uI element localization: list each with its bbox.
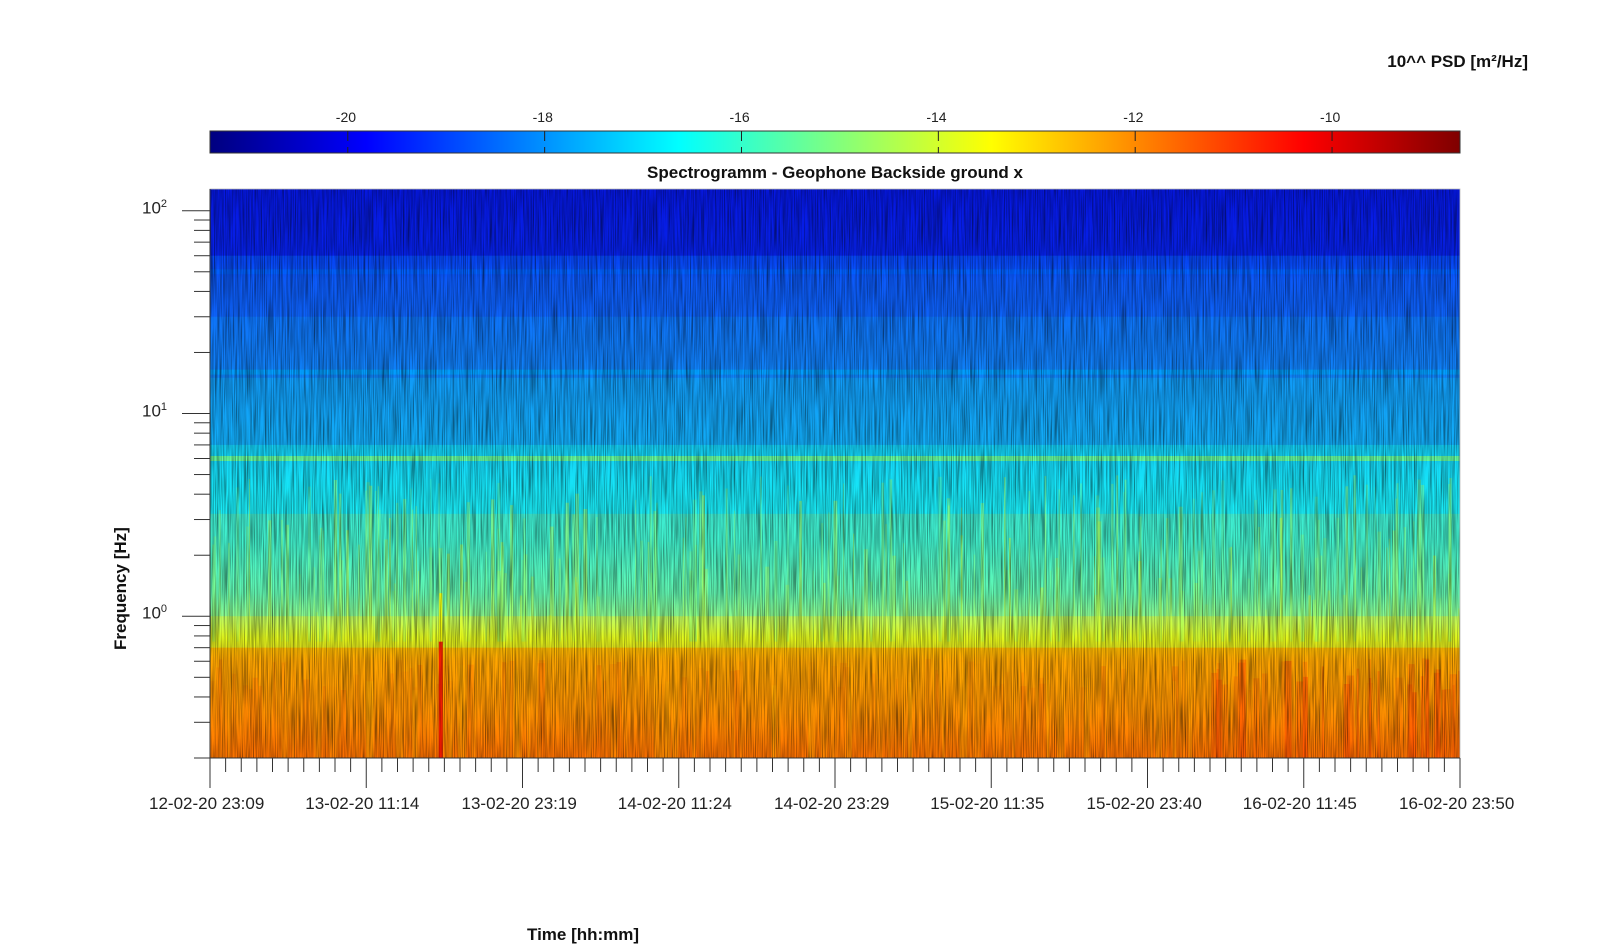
x-axis-label: Time [hh:mm] xyxy=(527,925,640,944)
plot-area xyxy=(182,188,1461,788)
x-tick-label: 12-02-20 23:09 xyxy=(149,794,265,813)
spectrogram-noise xyxy=(210,189,1460,758)
colorbar-label: 10^^ PSD [m²/Hz] xyxy=(1387,52,1528,71)
y-tick-label: 101 xyxy=(142,400,168,421)
x-tick-label: 15-02-20 11:35 xyxy=(930,794,1045,813)
colorbar-ticks xyxy=(347,131,1333,153)
x-tick-label: 15-02-20 23:40 xyxy=(1086,794,1202,813)
x-tick-label: 14-02-20 23:29 xyxy=(774,794,890,813)
x-tick-label: 16-02-20 23:50 xyxy=(1399,794,1515,813)
y-tick-label: 100 xyxy=(142,603,168,623)
chart-title: Spectrogramm - Geophone Backside ground … xyxy=(647,163,1023,182)
y-tick-label: 102 xyxy=(142,197,168,218)
colorbar xyxy=(209,130,1461,154)
x-tick-label: 13-02-20 23:19 xyxy=(461,794,577,813)
colorbar-tick-label: -16 xyxy=(729,109,750,125)
x-axis-ticks xyxy=(209,758,1461,788)
x-tick-label: 16-02-20 11:45 xyxy=(1242,794,1357,813)
colorbar-tick-label: -18 xyxy=(532,109,553,125)
colorbar-tick-label: -20 xyxy=(335,109,357,125)
y-axis-label: Frequency [Hz] xyxy=(111,527,130,650)
colorbar-tick-label: -10 xyxy=(1320,109,1341,125)
colorbar-tick-label: -12 xyxy=(1123,109,1144,125)
colorbar-tick-label: -14 xyxy=(926,109,947,125)
y-axis-ticks xyxy=(182,210,210,759)
colorbar-gradient xyxy=(209,130,1461,154)
x-tick-label: 14-02-20 11:24 xyxy=(617,794,732,813)
x-tick-label: 13-02-20 11:14 xyxy=(305,794,420,813)
